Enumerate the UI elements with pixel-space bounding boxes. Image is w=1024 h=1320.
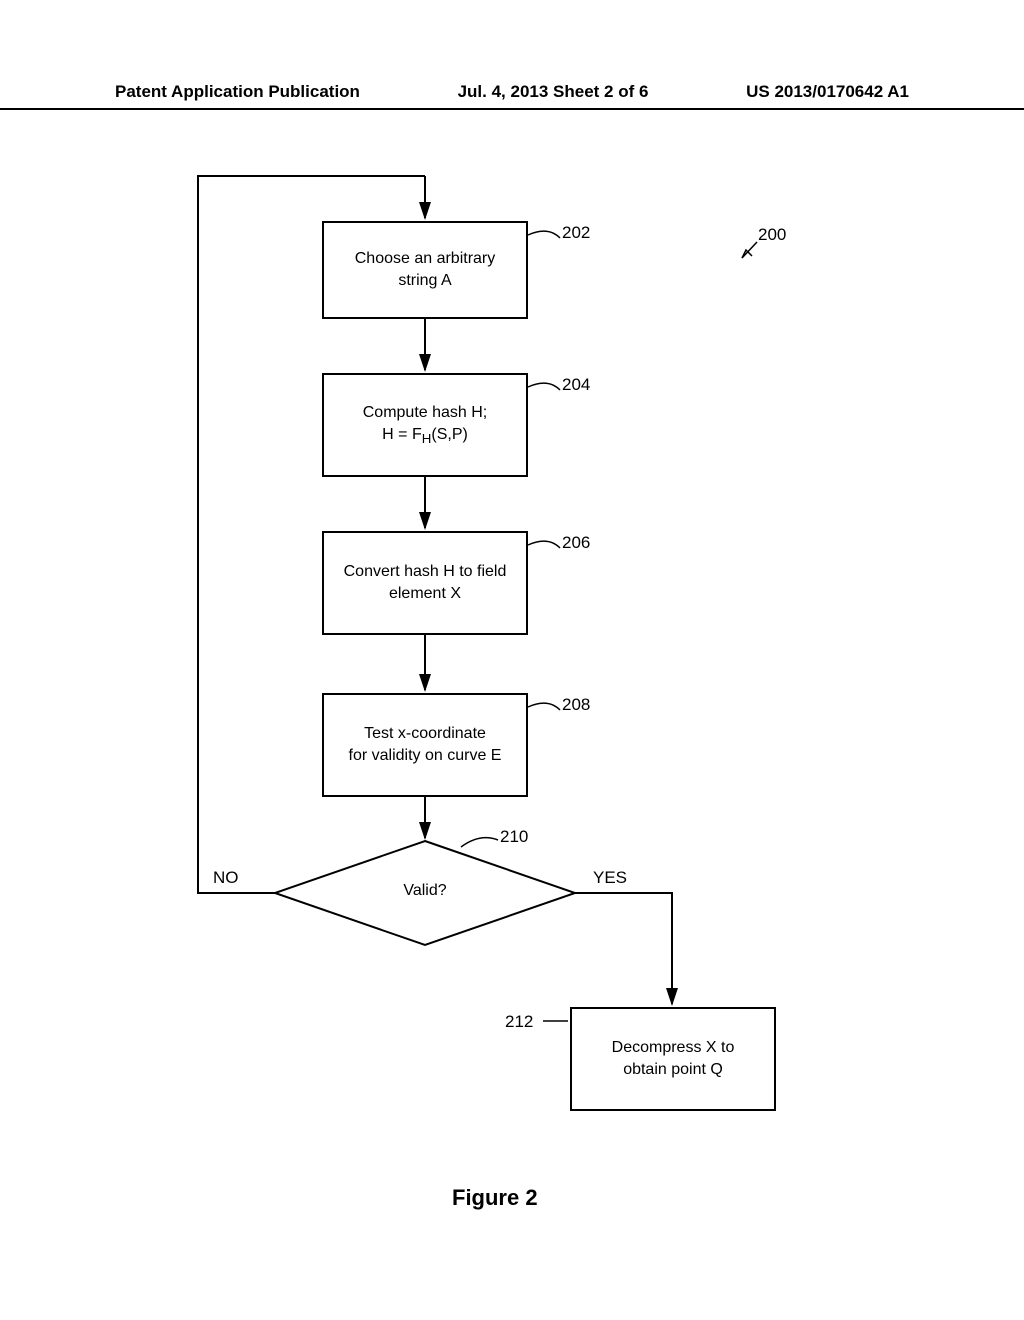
step-text: Decompress X to bbox=[612, 1037, 735, 1059]
ref-202: 202 bbox=[562, 223, 590, 243]
label-yes: YES bbox=[593, 868, 627, 888]
ref-212: 212 bbox=[505, 1012, 533, 1032]
header-center: Jul. 4, 2013 Sheet 2 of 6 bbox=[458, 82, 649, 102]
ref-206: 206 bbox=[562, 533, 590, 553]
step-test-x: Test x-coordinate for validity on curve … bbox=[322, 693, 528, 797]
decision-valid: Valid? bbox=[375, 882, 475, 900]
step-text: element X bbox=[389, 583, 461, 605]
step-convert-hash: Convert hash H to field element X bbox=[322, 531, 528, 635]
step-text: Test x-coordinate bbox=[364, 723, 486, 745]
ref-200: 200 bbox=[758, 225, 786, 245]
step-decompress: Decompress X to obtain point Q bbox=[570, 1007, 776, 1111]
step-choose-string: Choose an arbitrary string A bbox=[322, 221, 528, 319]
figure-caption: Figure 2 bbox=[452, 1185, 538, 1211]
page-header: Patent Application Publication Jul. 4, 2… bbox=[0, 82, 1024, 110]
step-text: for validity on curve E bbox=[349, 745, 502, 767]
step-text: Convert hash H to field bbox=[344, 561, 507, 583]
ref-210: 210 bbox=[500, 827, 528, 847]
step-compute-hash: Compute hash H; H = FH(S,P) bbox=[322, 373, 528, 477]
step-text: string A bbox=[398, 270, 451, 292]
ref-208: 208 bbox=[562, 695, 590, 715]
header-right: US 2013/0170642 A1 bbox=[746, 82, 909, 102]
step-text: H = FH(S,P) bbox=[382, 424, 468, 448]
step-text: Choose an arbitrary bbox=[355, 248, 496, 270]
page: Patent Application Publication Jul. 4, 2… bbox=[0, 0, 1024, 1320]
step-text: obtain point Q bbox=[623, 1059, 723, 1081]
header-left: Patent Application Publication bbox=[115, 82, 360, 102]
flowchart-lines bbox=[0, 0, 1024, 1320]
ref-204: 204 bbox=[562, 375, 590, 395]
step-text: Compute hash H; bbox=[363, 402, 488, 424]
label-no: NO bbox=[213, 868, 239, 888]
